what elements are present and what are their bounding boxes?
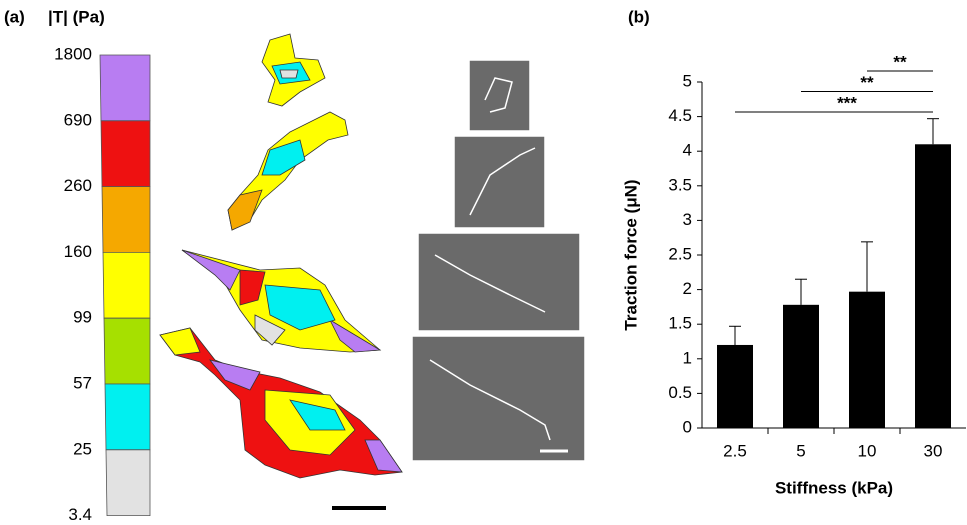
x-tick-label: 30 [924, 441, 943, 460]
scale-segment [101, 186, 151, 253]
cell-region [254, 314, 286, 346]
cell-outline [429, 359, 551, 441]
scale-title: |T| (Pa) [48, 7, 105, 26]
panel-label: (a) [4, 7, 25, 26]
scale-tick-label: 25 [73, 439, 92, 458]
bar [915, 144, 951, 428]
x-axis-label: Stiffness (kPa) [775, 478, 893, 497]
x-tick-label: 5 [796, 441, 805, 460]
x-tick-label: 2.5 [723, 441, 747, 460]
cell-region [227, 189, 263, 231]
bar [783, 304, 819, 428]
y-tick-label: 4.5 [668, 106, 692, 125]
y-tick-label: 0.5 [668, 383, 692, 402]
y-tick-label: 0 [683, 417, 692, 436]
cell-region [209, 359, 261, 391]
significance-label: ** [860, 73, 874, 92]
scale-tick-label: 160 [64, 242, 92, 261]
micrograph [468, 59, 531, 132]
cell-outline [434, 254, 546, 313]
y-tick-label: 1 [683, 348, 692, 367]
y-tick-label: 5 [683, 71, 692, 90]
scale-tick-label: 1800 [54, 44, 92, 63]
cell-region [261, 139, 306, 176]
cell-region [239, 269, 266, 306]
scale-tick-label: 57 [73, 373, 92, 392]
significance-label: ** [893, 52, 907, 71]
scale-segment [104, 383, 151, 451]
bar [849, 291, 885, 428]
y-tick-label: 3 [683, 210, 692, 229]
significance-label: *** [837, 93, 857, 112]
scale-tick-label: 99 [73, 308, 92, 327]
cell-region [264, 284, 336, 331]
cell-region [364, 439, 403, 473]
y-axis-label: Traction force (μN) [621, 179, 640, 330]
y-tick-label: 2.5 [668, 244, 692, 263]
cell-region [329, 318, 382, 353]
y-tick-label: 1.5 [668, 314, 692, 333]
y-tick-label: 3.5 [668, 175, 692, 194]
cell-region [279, 69, 299, 79]
micrographs [411, 59, 586, 462]
y-tick-label: 4 [683, 141, 692, 160]
cell-outline [469, 147, 536, 216]
cell-region [181, 249, 241, 291]
scale-segment [102, 251, 151, 319]
scale-tick-label: 260 [64, 176, 92, 195]
scale-tick-label: 690 [64, 110, 92, 129]
scale-segment [100, 120, 151, 188]
panel-label: (b) [628, 7, 650, 26]
micrograph [453, 135, 546, 229]
cell-outline [484, 77, 513, 113]
scale-segment [103, 317, 151, 385]
scale-tick-label: 3.4 [68, 505, 92, 524]
scale-segment [105, 449, 151, 516]
micrograph [417, 232, 581, 332]
cell-region [289, 399, 346, 431]
bar [717, 344, 753, 428]
cell-maps [159, 33, 403, 479]
x-tick-label: 10 [858, 441, 877, 460]
scale-segment [99, 54, 151, 122]
y-tick-label: 2 [683, 279, 692, 298]
cell-region [159, 327, 201, 356]
